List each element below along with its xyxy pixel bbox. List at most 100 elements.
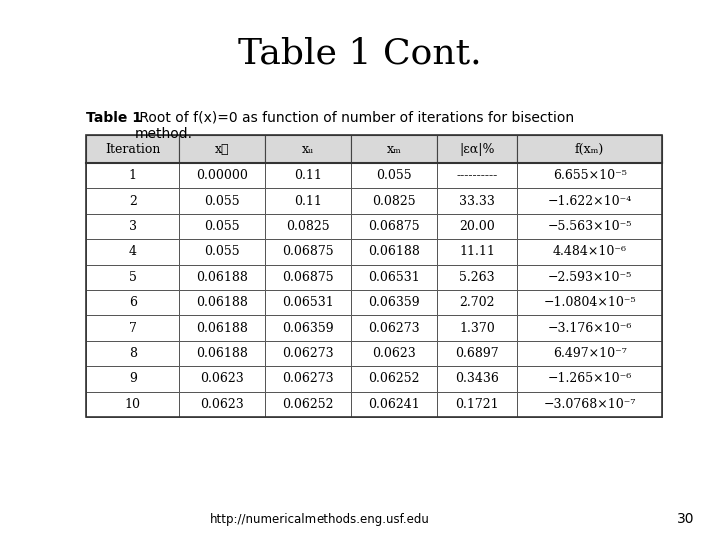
Text: 0.0825: 0.0825 — [287, 220, 330, 233]
Bar — [86, 135, 662, 417]
Text: 0.06188: 0.06188 — [196, 296, 248, 309]
Bar — [179, 265, 265, 290]
Bar — [179, 366, 265, 391]
Bar — [179, 239, 265, 265]
Text: 2.702: 2.702 — [459, 296, 495, 309]
Text: 6: 6 — [129, 296, 137, 309]
Bar — [351, 214, 437, 239]
Text: 0.06531: 0.06531 — [369, 271, 420, 284]
Bar — [265, 188, 351, 214]
Bar — [86, 392, 179, 417]
Text: http://numericalm: http://numericalm — [210, 513, 317, 526]
Text: 0.06531: 0.06531 — [282, 296, 334, 309]
Bar — [437, 265, 517, 290]
Text: 0.06875: 0.06875 — [369, 220, 420, 233]
Bar — [265, 214, 351, 239]
Text: 0.06252: 0.06252 — [282, 397, 334, 411]
Text: 0.06241: 0.06241 — [369, 397, 420, 411]
Text: 30: 30 — [678, 512, 695, 526]
Text: 1: 1 — [129, 169, 137, 183]
Bar — [86, 366, 179, 391]
Text: Root of f(x)=0 as function of number of iterations for bisection
method.: Root of f(x)=0 as function of number of … — [135, 111, 574, 141]
Text: 0.055: 0.055 — [204, 194, 240, 208]
Bar — [351, 366, 437, 391]
Bar — [351, 239, 437, 265]
Bar — [437, 214, 517, 239]
Bar — [517, 239, 662, 265]
Bar — [517, 188, 662, 214]
Bar — [86, 214, 179, 239]
Text: 0.06875: 0.06875 — [282, 245, 334, 259]
Bar — [351, 188, 437, 214]
Text: 0.06188: 0.06188 — [196, 321, 248, 335]
Bar — [179, 315, 265, 341]
Bar — [437, 341, 517, 366]
Bar — [265, 290, 351, 315]
Text: 1.370: 1.370 — [459, 321, 495, 335]
Text: 0.3436: 0.3436 — [455, 372, 499, 386]
Text: 5: 5 — [129, 271, 137, 284]
Bar — [517, 163, 662, 188]
Bar — [179, 163, 265, 188]
Text: 2: 2 — [129, 194, 137, 208]
Bar — [265, 341, 351, 366]
Text: −5.563×10⁻⁵: −5.563×10⁻⁵ — [547, 220, 631, 233]
Text: 11.11: 11.11 — [459, 245, 495, 259]
Text: 6.497×10⁻⁷: 6.497×10⁻⁷ — [553, 347, 626, 360]
Bar — [517, 315, 662, 341]
Bar — [265, 135, 351, 163]
Text: 0.6897: 0.6897 — [455, 347, 499, 360]
Text: 0.11: 0.11 — [294, 194, 322, 208]
Text: 20.00: 20.00 — [459, 220, 495, 233]
Text: 0.0623: 0.0623 — [372, 347, 416, 360]
Text: 6.655×10⁻⁵: 6.655×10⁻⁵ — [553, 169, 626, 183]
Text: 0.0623: 0.0623 — [200, 397, 244, 411]
Text: 0.06252: 0.06252 — [369, 372, 420, 386]
Text: −3.0768×10⁻⁷: −3.0768×10⁻⁷ — [544, 397, 636, 411]
Bar — [437, 188, 517, 214]
Text: Table 1: Table 1 — [86, 111, 143, 125]
Bar — [437, 315, 517, 341]
Bar — [351, 265, 437, 290]
Bar — [517, 366, 662, 391]
Text: 0.06188: 0.06188 — [369, 245, 420, 259]
Text: Iteration: Iteration — [105, 143, 161, 156]
Bar — [517, 341, 662, 366]
Text: 0.06273: 0.06273 — [282, 372, 334, 386]
Bar — [179, 188, 265, 214]
Text: 3: 3 — [129, 220, 137, 233]
Bar — [351, 290, 437, 315]
Text: 0.055: 0.055 — [204, 245, 240, 259]
Bar — [265, 239, 351, 265]
Text: 0.06273: 0.06273 — [282, 347, 334, 360]
Bar — [351, 392, 437, 417]
Bar — [86, 135, 179, 163]
Bar — [179, 341, 265, 366]
Bar — [265, 163, 351, 188]
Text: 0.06875: 0.06875 — [282, 271, 334, 284]
Bar — [265, 265, 351, 290]
Text: 0.055: 0.055 — [204, 220, 240, 233]
Bar — [86, 239, 179, 265]
Bar — [517, 265, 662, 290]
Text: −2.593×10⁻⁵: −2.593×10⁻⁵ — [547, 271, 631, 284]
Bar — [86, 315, 179, 341]
Text: 10: 10 — [125, 397, 140, 411]
Bar — [86, 265, 179, 290]
Text: xℓ: xℓ — [215, 143, 230, 156]
Text: 5.263: 5.263 — [459, 271, 495, 284]
Text: |εα|%: |εα|% — [459, 143, 495, 156]
Bar — [437, 163, 517, 188]
Text: 4.484×10⁻⁶: 4.484×10⁻⁶ — [552, 245, 626, 259]
Bar — [86, 290, 179, 315]
Text: xᵤ: xᵤ — [302, 143, 314, 156]
Bar — [351, 341, 437, 366]
Bar — [437, 392, 517, 417]
Bar — [86, 163, 179, 188]
Text: 0.06273: 0.06273 — [369, 321, 420, 335]
Bar — [86, 341, 179, 366]
Text: 0.06359: 0.06359 — [282, 321, 334, 335]
Text: f(xₘ): f(xₘ) — [575, 143, 604, 156]
Text: 7: 7 — [129, 321, 137, 335]
Text: −1.0804×10⁻⁵: −1.0804×10⁻⁵ — [544, 296, 636, 309]
